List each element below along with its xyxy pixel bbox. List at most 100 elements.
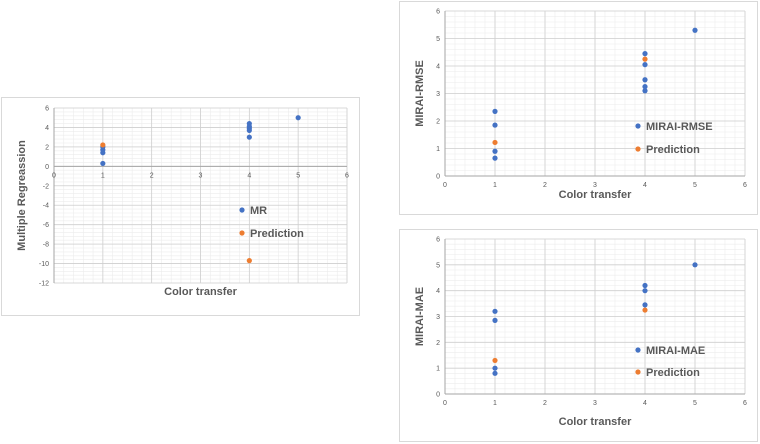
x-tick-label: 5 [296,172,300,179]
y-tick-label: -12 [39,281,49,288]
y-tick-label: 0 [436,174,440,181]
data-point-primary [492,308,498,314]
legend-marker [239,230,245,236]
y-tick-label: 2 [436,340,440,347]
chart-mirai-rmse: 0 1 2 3 4 5 6 0 1 2 3 4 5 6 Color transfer MIRAI-RMSE MI… [399,1,758,215]
legend-label: Prediction [646,367,700,379]
x-axis-title: Color transfer [559,189,632,201]
y-tick-label: 6 [436,237,440,244]
grid-lines [53,107,348,284]
y-tick-label: -4 [43,203,49,210]
y-tick-label: -10 [39,261,49,268]
legend-label: Prediction [646,144,700,156]
y-axis-title: Multiple Regreassion [16,140,28,251]
x-tick-label: 6 [345,172,349,179]
x-tick-label: 1 [493,400,497,407]
y-tick-label: 5 [436,262,440,269]
legend-marker [239,207,245,213]
data-point-primary [642,302,648,308]
y-tick-label: 4 [45,125,49,132]
y-axis-title: MIRAI-RMSE [414,60,426,127]
x-tick-label: 2 [543,400,547,407]
data-point-primary [492,122,498,128]
data-point-primary [492,155,498,161]
x-tick-label: 1 [101,172,105,179]
data-point-primary [492,370,498,376]
x-tick-label: 3 [593,400,597,407]
x-tick-label: 6 [743,182,747,189]
y-tick-label: -8 [43,242,49,249]
legend-marker [635,146,641,152]
chart-multiple-regression: 0 1 2 3 4 5 6 -12 -10 -8 -6 -4 -2 0 2 4 6 Color transfer M… [1,97,360,316]
chart-svg-1: 0 1 2 3 4 5 6 0 1 2 3 4 5 6 Color transfer MIRAI-RMSE MI… [414,9,747,202]
x-tick-label: 3 [199,172,203,179]
y-tick-label: -2 [43,183,49,190]
data-point-prediction [100,142,106,148]
x-tick-label: 4 [643,182,647,189]
data-point-prediction [492,357,498,364]
y-tick-label: 0 [45,164,49,171]
x-axis-title: Color transfer [559,416,632,428]
y-tick-label: 3 [436,91,440,98]
legend-label: Prediction [250,228,304,240]
data-point-prediction [246,258,252,264]
x-tick-label: 4 [247,172,251,179]
data-point-primary [295,115,301,121]
y-tick-label: 2 [45,144,49,151]
legend-marker [635,369,641,375]
y-tick-label: 6 [45,106,49,113]
y-tick-label: 6 [436,9,440,16]
data-point-prediction [492,139,498,146]
x-tick-label: 1 [493,182,497,189]
x-tick-label: 2 [150,172,154,179]
data-point-primary [492,317,498,323]
x-tick-label: 3 [593,182,597,189]
y-tick-label: 4 [436,288,440,295]
data-point-primary [642,51,648,57]
data-point-primary [492,108,498,114]
legend-label: MIRAI-MAE [646,345,705,357]
data-point-primary [642,84,648,90]
data-point-primary [692,262,698,268]
x-tick-label: 0 [443,182,447,189]
y-axis-title: MIRAI-MAE [414,287,426,346]
legend-marker [635,123,641,129]
legend-marker [635,347,641,353]
grid-lines [444,238,746,395]
x-tick-label: 5 [693,400,697,407]
y-tick-label: 1 [436,146,440,153]
chart-svg-2: 0 1 2 3 4 5 6 0 1 2 3 4 5 6 Color transfer MIRAI-MAE MIR… [414,237,747,429]
legend-label: MR [250,205,267,217]
x-tick-label: 4 [643,400,647,407]
grid-lines [444,10,746,177]
y-tick-label: 4 [436,64,440,71]
data-point-primary [642,288,648,294]
data-point-primary [642,62,648,68]
data-point-primary [692,27,698,33]
y-tick-label: 3 [436,314,440,321]
data-point-prediction [642,307,648,313]
data-point-primary [642,282,648,289]
data-point-primary [492,148,498,154]
data-point-primary [246,120,252,127]
y-tick-label: 5 [436,36,440,43]
y-tick-label: 1 [436,366,440,373]
data-point-primary [100,160,106,167]
x-tick-label: 6 [743,400,747,407]
x-axis-title: Color transfer [164,286,237,298]
y-tick-label: -6 [43,222,49,229]
legend-label: MIRAI-RMSE [646,121,713,133]
x-tick-label: 2 [543,182,547,189]
data-point-prediction [642,56,648,62]
y-tick-label: 0 [436,392,440,399]
chart-mirai-mae: 0 1 2 3 4 5 6 0 1 2 3 4 5 6 Color transfer MIRAI-MAE MIR… [399,229,758,442]
x-tick-label: 5 [693,182,697,189]
data-point-primary [642,77,648,83]
data-point-primary [246,134,252,140]
x-tick-label: 0 [443,400,447,407]
data-point-primary [642,88,648,94]
y-tick-label: 2 [436,119,440,126]
data-point-primary [492,365,498,371]
x-tick-label: 0 [52,172,56,179]
